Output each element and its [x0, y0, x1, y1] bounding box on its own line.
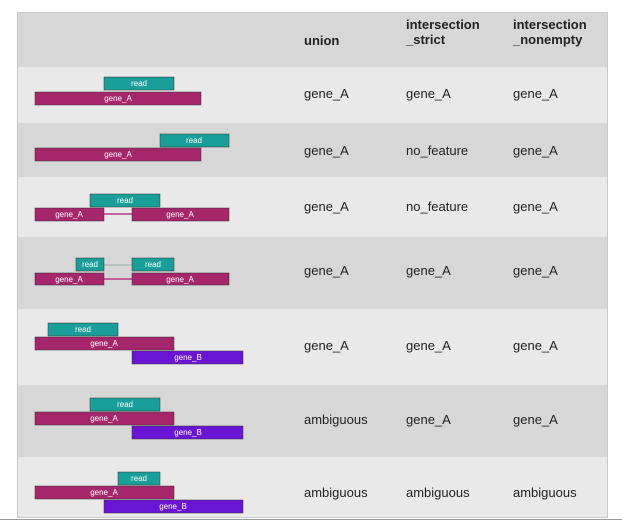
read-gene-diagram: read read gene_A gene_A	[34, 257, 230, 286]
nonempty-result: gene_A	[513, 338, 558, 353]
table-row: read gene_A gene_A no_feature gene_A	[18, 123, 607, 177]
union-result: gene_A	[304, 143, 349, 158]
union-result: gene_A	[304, 199, 349, 214]
gene-a-bar	[34, 336, 175, 351]
read-bar	[89, 193, 161, 208]
header-nonempty-line2: _nonempty	[513, 32, 583, 47]
gene-a-label: gene_A	[55, 210, 83, 219]
read-gene-diagram: read gene_A gene_B	[34, 322, 244, 365]
nonempty-result: gene_A	[513, 263, 558, 278]
header-intersection-strict: intersection _strict	[406, 17, 480, 47]
read-bar	[47, 322, 119, 337]
gene-a-label: gene_A	[166, 210, 194, 219]
gene-b-bar	[131, 425, 244, 440]
strict-result: no_feature	[406, 199, 469, 214]
strict-result: gene_A	[406, 412, 451, 427]
union-result: gene_A	[304, 86, 349, 101]
read-gene-diagram: read gene_A gene_B	[34, 397, 244, 440]
read-label: read	[131, 474, 147, 483]
union-result: ambiguous	[304, 485, 368, 500]
header-nonempty-line1: intersection	[513, 17, 587, 32]
read-label: read	[117, 400, 133, 409]
gene-a-label: gene_A	[90, 339, 118, 348]
union-result: gene_A	[304, 263, 349, 278]
gene-a-exon-bar	[131, 207, 230, 222]
strict-result: gene_A	[406, 86, 451, 101]
strict-result: no_feature	[406, 143, 469, 158]
union-result: gene_A	[304, 338, 349, 353]
read-gene-diagram: read gene_A gene_A	[34, 193, 230, 222]
read-bar	[159, 133, 230, 148]
read-bar	[89, 397, 161, 412]
read-gene-diagram: read gene_A	[34, 133, 230, 162]
gene-b-label: gene_B	[174, 428, 202, 437]
table-row: read gene_A gene_B gene_A gene_A gene_A	[18, 309, 607, 385]
gene-a-exon-bar	[131, 272, 230, 286]
gene-a-label: gene_A	[90, 414, 118, 423]
nonempty-result: gene_A	[513, 199, 558, 214]
gene-a-bar	[34, 485, 175, 500]
gene-a-label: gene_A	[55, 275, 83, 284]
header-strict-line2: _strict	[406, 32, 446, 47]
read-label: read	[186, 136, 202, 145]
table-row: read gene_A gene_A gene_A no_feature gen…	[18, 177, 607, 237]
read-label: read	[75, 325, 91, 334]
gene-a-label: gene_A	[104, 150, 132, 159]
nonempty-result: gene_A	[513, 143, 558, 158]
table-row: read gene_A gene_A gene_A gene_A	[18, 67, 607, 123]
read-bar	[117, 471, 161, 486]
table-row: read gene_A gene_B ambiguous ambiguous a…	[18, 457, 607, 517]
table-row: read gene_A gene_B ambiguous gene_A gene…	[18, 385, 607, 457]
header-union: union	[304, 33, 340, 48]
gene-a-exon-bar	[34, 272, 105, 286]
read-bar	[103, 76, 175, 91]
table-header: union intersection _strict intersection …	[18, 13, 607, 67]
gene-a-label: gene_A	[90, 488, 118, 497]
gene-a-bar	[34, 147, 202, 162]
read-label: read	[117, 196, 133, 205]
gene-a-label: gene_A	[104, 94, 132, 103]
read-label: read	[82, 260, 98, 269]
table-row: read read gene_A gene_A gene_A gene_A ge…	[18, 237, 607, 309]
read-label: read	[145, 260, 161, 269]
nonempty-result: ambiguous	[513, 485, 577, 500]
strict-result: gene_A	[406, 338, 451, 353]
header-strict-line1: intersection	[406, 17, 480, 32]
read-label: read	[131, 79, 147, 88]
strict-result: ambiguous	[406, 485, 470, 500]
gene-b-label: gene_B	[174, 353, 202, 362]
header-intersection-nonempty: intersection _nonempty	[513, 17, 587, 47]
read-gene-diagram: read gene_A	[34, 76, 202, 106]
gene-b-label: gene_B	[159, 502, 187, 511]
nonempty-result: gene_A	[513, 412, 558, 427]
gene-a-bar	[34, 91, 202, 106]
strict-result: gene_A	[406, 263, 451, 278]
gene-a-exon-bar	[34, 207, 105, 222]
gene-a-label: gene_A	[166, 275, 194, 284]
gene-b-bar	[103, 499, 244, 514]
read-bar	[75, 257, 105, 272]
bottom-divider	[0, 519, 622, 520]
union-result: ambiguous	[304, 412, 368, 427]
read-gene-diagram: read gene_A gene_B	[34, 471, 244, 514]
read-bar	[131, 257, 175, 272]
gene-b-bar	[131, 350, 244, 365]
mode-comparison-table: union intersection _strict intersection …	[17, 12, 608, 518]
gene-a-bar	[34, 411, 175, 426]
nonempty-result: gene_A	[513, 86, 558, 101]
